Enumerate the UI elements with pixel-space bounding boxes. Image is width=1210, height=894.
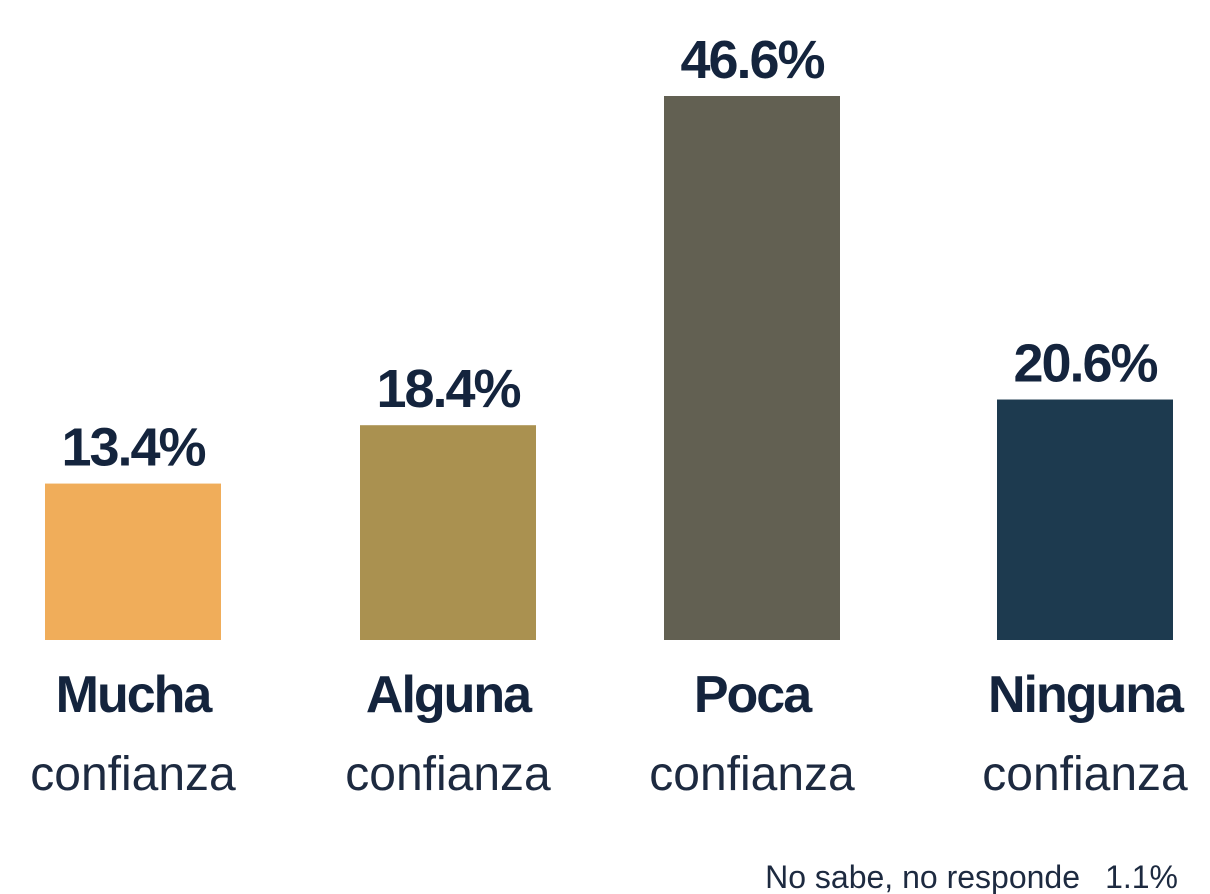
value-label: 13.4% bbox=[61, 418, 205, 478]
other-label: No sabe, no responde bbox=[765, 859, 1080, 894]
category-label-bold: Ninguna bbox=[988, 666, 1185, 724]
category-label-bold: Mucha bbox=[56, 666, 214, 724]
category-label: confianza bbox=[345, 748, 551, 801]
category-label: confianza bbox=[649, 748, 855, 801]
value-label: 20.6% bbox=[1013, 334, 1157, 394]
bar bbox=[997, 399, 1173, 640]
category-label: confianza bbox=[30, 748, 236, 801]
category-label-bold: Alguna bbox=[366, 666, 533, 724]
category-label-bold: Poca bbox=[694, 666, 813, 724]
value-label: 46.6% bbox=[680, 30, 824, 90]
category-label: confianza bbox=[982, 748, 1188, 801]
value-label: 18.4% bbox=[376, 359, 520, 419]
bar bbox=[664, 96, 840, 640]
bar bbox=[360, 425, 536, 640]
bar bbox=[45, 483, 221, 640]
other-value-label: 1.1% bbox=[1105, 859, 1178, 894]
